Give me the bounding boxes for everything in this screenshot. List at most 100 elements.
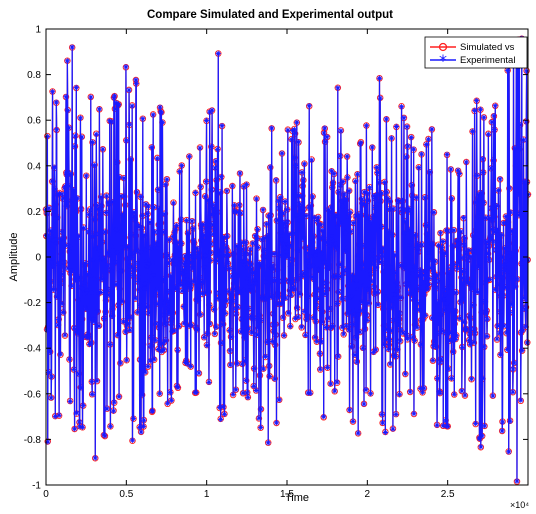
data-point-experimental (204, 330, 211, 336)
data-point-experimental (488, 236, 494, 242)
data-point-experimental (253, 281, 259, 287)
data-point-experimental (410, 296, 416, 302)
data-point-experimental (379, 411, 385, 418)
data-point-experimental (80, 402, 86, 409)
data-point-experimental (416, 165, 422, 171)
data-point-experimental (45, 439, 51, 445)
data-point-experimental (130, 272, 136, 279)
legend-marker-experimental: * (439, 51, 447, 70)
y-tick-label: 0.2 (27, 207, 41, 218)
data-point-experimental (294, 119, 300, 125)
data-point-experimental (171, 261, 177, 267)
data-point-experimental (91, 162, 98, 169)
data-point-experimental (44, 210, 50, 216)
data-point-experimental (521, 295, 528, 301)
data-point-experimental (62, 185, 68, 191)
data-point-experimental (310, 262, 316, 269)
data-point-experimental (201, 264, 208, 270)
data-point-experimental (171, 328, 177, 334)
data-point-experimental (438, 328, 445, 334)
data-point-experimental (122, 202, 128, 208)
data-point-experimental (139, 392, 145, 398)
data-point-experimental (324, 364, 331, 371)
data-point-experimental (465, 279, 471, 285)
data-point-experimental (293, 276, 300, 282)
data-point-experimental (512, 284, 518, 290)
data-point-experimental (113, 282, 119, 288)
data-point-experimental (109, 305, 116, 312)
data-point-experimental (519, 347, 525, 354)
data-point-experimental (319, 250, 325, 256)
data-point-experimental (119, 298, 125, 304)
data-point-experimental (409, 193, 415, 199)
data-point-experimental (50, 238, 56, 244)
data-point-experimental (497, 330, 503, 336)
data-point-experimental (329, 185, 335, 191)
data-point-experimental (412, 338, 418, 344)
data-point-experimental (146, 277, 152, 284)
data-point-experimental (245, 326, 252, 332)
data-point-experimental (460, 268, 466, 274)
data-point-experimental (435, 242, 442, 248)
data-point-experimental (237, 170, 243, 176)
data-point-experimental (332, 388, 338, 394)
data-point-experimental (181, 262, 188, 268)
data-point-experimental (239, 316, 245, 322)
data-point-experimental (380, 306, 386, 312)
data-point-experimental (352, 178, 358, 184)
data-point-experimental (329, 233, 335, 239)
data-point-experimental (108, 119, 115, 125)
data-point-experimental (97, 211, 103, 217)
data-point-experimental (381, 341, 387, 348)
data-point-experimental (289, 137, 295, 143)
data-point-experimental (225, 260, 231, 266)
data-point-experimental (156, 206, 162, 212)
data-point-experimental (483, 215, 489, 221)
data-point-experimental (194, 327, 200, 333)
data-point-experimental (310, 194, 316, 200)
data-point-experimental (397, 338, 403, 344)
data-point-experimental (524, 68, 530, 74)
data-point-experimental (462, 392, 468, 398)
data-point-experimental (440, 238, 446, 245)
data-point-experimental (381, 269, 387, 275)
data-point-experimental (121, 175, 127, 181)
data-point-experimental (362, 242, 368, 249)
data-point-experimental (135, 260, 141, 266)
data-point-experimental (154, 286, 160, 293)
data-point-experimental (497, 176, 503, 182)
data-point-experimental (398, 294, 404, 301)
data-point-experimental (101, 258, 108, 264)
data-point-experimental (229, 273, 235, 279)
data-point-experimental (453, 290, 459, 296)
data-point-experimental (118, 268, 125, 274)
data-point-experimental (72, 133, 78, 139)
data-point-experimental (126, 121, 132, 127)
data-point-experimental (192, 189, 199, 196)
data-point-experimental (83, 306, 89, 312)
data-point-experimental (68, 171, 74, 178)
data-point-experimental (77, 274, 83, 280)
data-point-experimental (290, 287, 296, 293)
data-point-experimental (353, 213, 359, 219)
data-point-experimental (477, 106, 484, 112)
data-point-experimental (385, 346, 392, 352)
data-point-experimental (50, 263, 56, 269)
data-point-experimental (371, 284, 377, 290)
data-point-experimental (477, 436, 483, 442)
data-point-experimental (279, 278, 285, 284)
data-point-experimental (479, 190, 485, 196)
data-point-experimental (121, 234, 128, 240)
data-point-experimental (211, 226, 218, 232)
data-point-experimental (137, 357, 143, 363)
data-point-experimental (370, 261, 376, 268)
data-point-experimental (335, 189, 342, 195)
data-point-experimental (329, 168, 335, 174)
data-point-experimental (248, 313, 254, 319)
data-point-experimental (456, 247, 462, 253)
data-point-experimental (48, 374, 55, 380)
data-point-experimental (426, 275, 432, 282)
data-point-experimental (319, 319, 325, 325)
data-point-experimental (103, 209, 109, 216)
data-point-experimental (128, 254, 135, 261)
